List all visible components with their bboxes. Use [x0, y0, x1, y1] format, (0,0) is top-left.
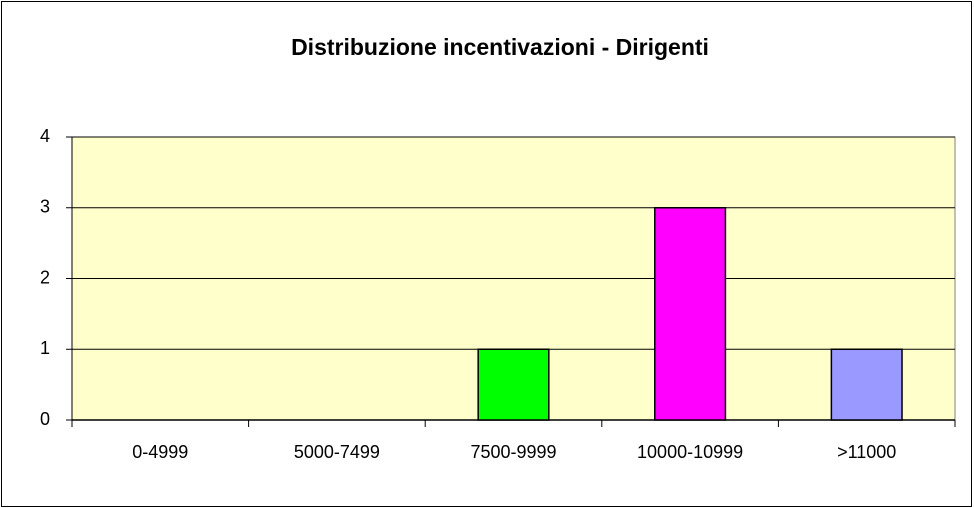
bar — [477, 348, 550, 421]
x-tick-label: 7500-9999 — [470, 442, 556, 462]
x-tick-label: 0-4999 — [132, 442, 188, 462]
bar — [830, 348, 903, 421]
x-tick-label: 5000-7499 — [294, 442, 380, 462]
x-tick-label: 10000-10999 — [637, 442, 743, 462]
x-tick-label: >11000 — [837, 442, 896, 462]
bar — [654, 207, 727, 421]
y-tick-label: 0 — [40, 409, 50, 429]
y-tick-label: 2 — [40, 267, 50, 287]
chart-title: Distribuzione incentivazioni - Dirigenti — [291, 34, 709, 60]
y-tick-label: 3 — [40, 197, 50, 217]
y-tick-label: 1 — [40, 338, 50, 358]
y-tick-label: 4 — [40, 126, 50, 146]
